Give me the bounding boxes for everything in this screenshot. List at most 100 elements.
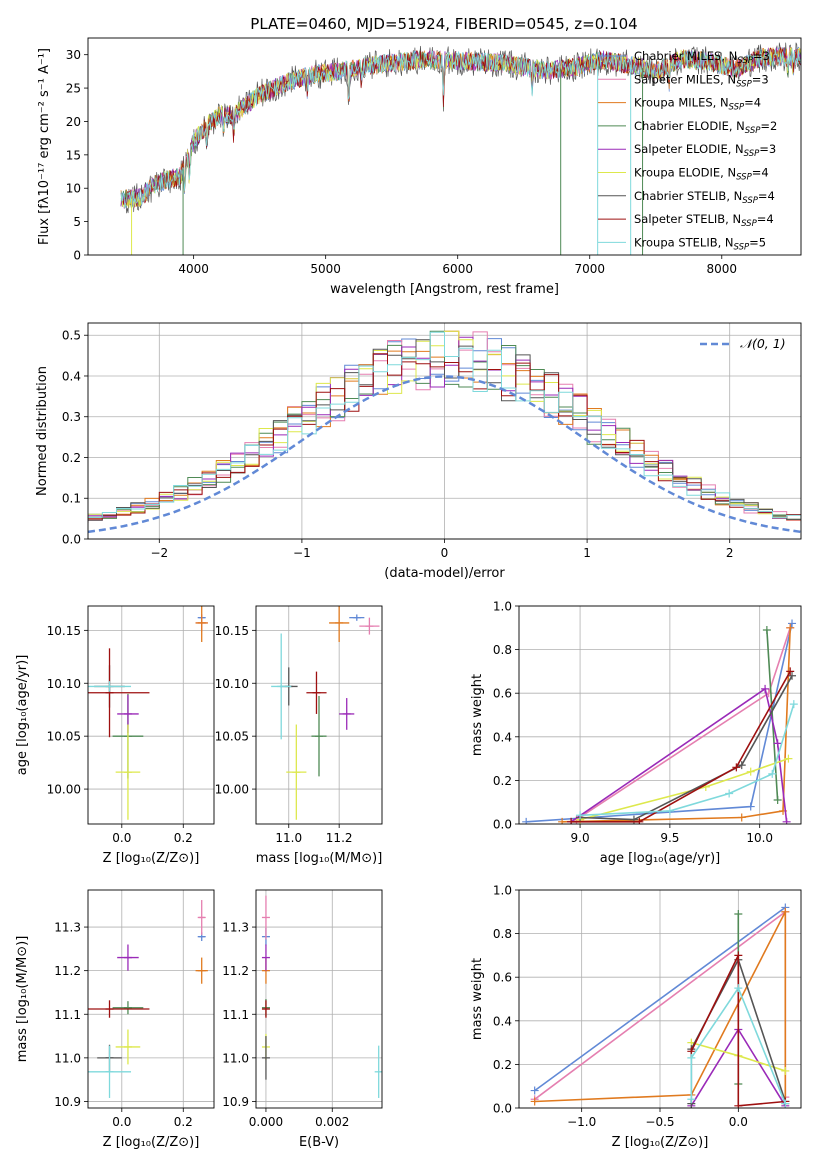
mass_vs_ebv-xlabel: E(B-V) — [299, 1135, 339, 1150]
y-tick-label: 0.2 — [62, 451, 81, 465]
weight-line-2 — [562, 627, 791, 823]
mass_vs_Z-ylabel: mass [log₁₀(M/M⊙)] — [15, 936, 30, 1063]
spectrum-line-8 — [120, 47, 801, 209]
x-tick-label: 9.5 — [660, 831, 679, 845]
residuals-axes: −2 −1 0 1 2 0.0 0.1 0.2 0.3 0.4 0.5 (data-model)/er… — [35, 322, 802, 581]
y-tick-label: 0.4 — [493, 1014, 512, 1028]
x-tick-label: 0.2 — [174, 1115, 193, 1129]
y-tick-label: 0.8 — [493, 927, 512, 941]
y-tick-label: 11.0 — [222, 1051, 249, 1065]
weight-line-4 — [570, 687, 788, 823]
weight-line-3 — [766, 629, 779, 801]
massweight_vs_age-marks — [522, 619, 798, 824]
massweight_vs_age-xlabel: age [log₁₀(age/yr)] — [600, 851, 721, 866]
y-tick-label: 11.3 — [222, 921, 249, 935]
y-tick-label: 0.3 — [62, 410, 81, 424]
y-tick-label: 0 — [73, 249, 81, 263]
y-tick-label: 0.4 — [62, 369, 81, 383]
residuals-xlabel: (data-model)/error — [384, 566, 505, 581]
legend-label-3: Chabrier ELODIE, NSSP=2 — [634, 119, 777, 136]
y-tick-label: 20 — [66, 115, 81, 129]
y-tick-label: 10.9 — [222, 1095, 249, 1109]
massweight_vs_Z-frame — [518, 889, 802, 1109]
y-tick-label: 0.8 — [493, 643, 512, 657]
weight-marker — [725, 789, 734, 798]
y-tick-label: 15 — [66, 148, 81, 162]
weight-marker — [576, 811, 585, 820]
legend-label-1: Salpeter MILES, NSSP=3 — [634, 72, 769, 89]
weight-marker — [786, 667, 795, 676]
massweight_vs_Z-axes: −1.0 −0.5 0.0 0.0 0.2 0.4 0.6 0.8 1.0 Z [log₁₀(Z/… — [470, 884, 802, 1150]
weight-marker — [762, 625, 771, 634]
x-tick-label: 0.0 — [112, 1115, 131, 1129]
weight-marker — [788, 619, 797, 628]
massweight_vs_Z-xlabel: Z [log₁₀(Z/Z⊙)] — [612, 1135, 709, 1150]
weight-marker — [782, 817, 791, 824]
mass_vs_ebv-frame — [255, 889, 383, 1109]
y-tick-label: 1.0 — [493, 884, 512, 898]
age_vs_mass-xlabel: mass [log₁₀(M/M⊙)] — [256, 851, 383, 866]
massweight_vs_age-axes: 9.0 9.5 10.0 0.0 0.2 0.4 0.6 0.8 1.0 age [log₁₀(a… — [470, 600, 802, 866]
age_vs_Z-ylabel: age [log₁₀(age/yr)] — [15, 655, 30, 776]
spectrum-axes: 4000 5000 6000 7000 8000 0 5 10 15 20 25 30 waveleng… — [37, 37, 802, 297]
y-tick-label: 0.6 — [493, 971, 512, 985]
mass_vs_Z-frame — [87, 889, 215, 1109]
histogram-series-8 — [88, 331, 801, 521]
weight-marker — [567, 817, 576, 824]
residuals-ylabel: Normed distribution — [35, 366, 50, 496]
y-tick-label: 10.10 — [47, 677, 81, 691]
normal-reference-curve — [88, 375, 801, 534]
x-tick-label: 0.0 — [729, 1115, 748, 1129]
age_vs_mass-marks — [271, 606, 380, 820]
age_vs_Z-frame — [87, 605, 215, 825]
weight-line-7 — [571, 671, 791, 823]
x-tick-label: 11.0 — [275, 831, 302, 845]
spectrum-legend: Chabrier MILES, NSSP=3 Salpeter MILES, NS… — [598, 49, 777, 252]
figure-title: PLATE=0460, MJD=51924, FIBERID=0545, z=0… — [250, 15, 637, 33]
legend-normal-label: 𝒩(0, 1) — [740, 336, 786, 351]
weight-marker — [773, 739, 782, 748]
y-tick-label: 0.2 — [493, 1058, 512, 1072]
y-tick-label: 0.0 — [493, 818, 512, 832]
x-tick-label: 9.0 — [571, 831, 590, 845]
x-tick-label: 0.2 — [174, 831, 193, 845]
y-tick-label: 11.1 — [54, 1008, 81, 1022]
y-tick-label: 10.00 — [215, 783, 249, 797]
y-tick-label: 10.00 — [47, 783, 81, 797]
mass_vs_Z-marks — [88, 900, 208, 1098]
x-tick-label: 10.0 — [746, 831, 773, 845]
x-tick-label: 6000 — [442, 262, 473, 276]
weight-marker — [530, 1086, 539, 1095]
y-tick-label: 0.0 — [62, 533, 81, 547]
y-tick-label: 11.2 — [54, 964, 81, 978]
x-tick-label: 0.002 — [315, 1115, 349, 1129]
weight-marker — [558, 817, 567, 824]
weight-marker — [786, 623, 795, 632]
weight-marker — [784, 754, 793, 763]
weight-marker — [789, 700, 798, 709]
age_vs_Z-marks — [88, 606, 208, 820]
y-tick-label: 10.9 — [54, 1095, 81, 1109]
x-tick-label: −1 — [293, 546, 311, 560]
y-tick-label: 0.0 — [493, 1102, 512, 1116]
weight-line-0 — [534, 906, 786, 1092]
x-tick-label: −1.0 — [567, 1115, 596, 1129]
x-tick-label: −2 — [150, 546, 168, 560]
weight-line-6 — [580, 675, 793, 821]
mass_vs_Z-axes: 0.0 0.2 10.9 11.0 11.1 11.2 11.3 Z [log₁₀(Z/Z⊙)… — [15, 889, 215, 1150]
legend-label-2: Kroupa MILES, NSSP=4 — [634, 96, 761, 113]
weight-marker — [687, 1095, 696, 1104]
age_vs_mass-frame — [255, 605, 383, 825]
x-tick-label: 2 — [726, 546, 734, 560]
y-tick-label: 30 — [66, 48, 81, 62]
massweight_vs_age-ylabel: mass weight — [470, 674, 485, 756]
weight-marker — [737, 761, 746, 770]
weight-marker — [635, 817, 644, 824]
weight-marker — [781, 907, 790, 916]
y-tick-label: 11.0 — [54, 1051, 81, 1065]
weight-line-7 — [690, 955, 786, 1107]
weight-marker — [737, 813, 746, 822]
y-tick-label: 10.15 — [47, 624, 81, 638]
x-tick-label: 1 — [583, 546, 591, 560]
